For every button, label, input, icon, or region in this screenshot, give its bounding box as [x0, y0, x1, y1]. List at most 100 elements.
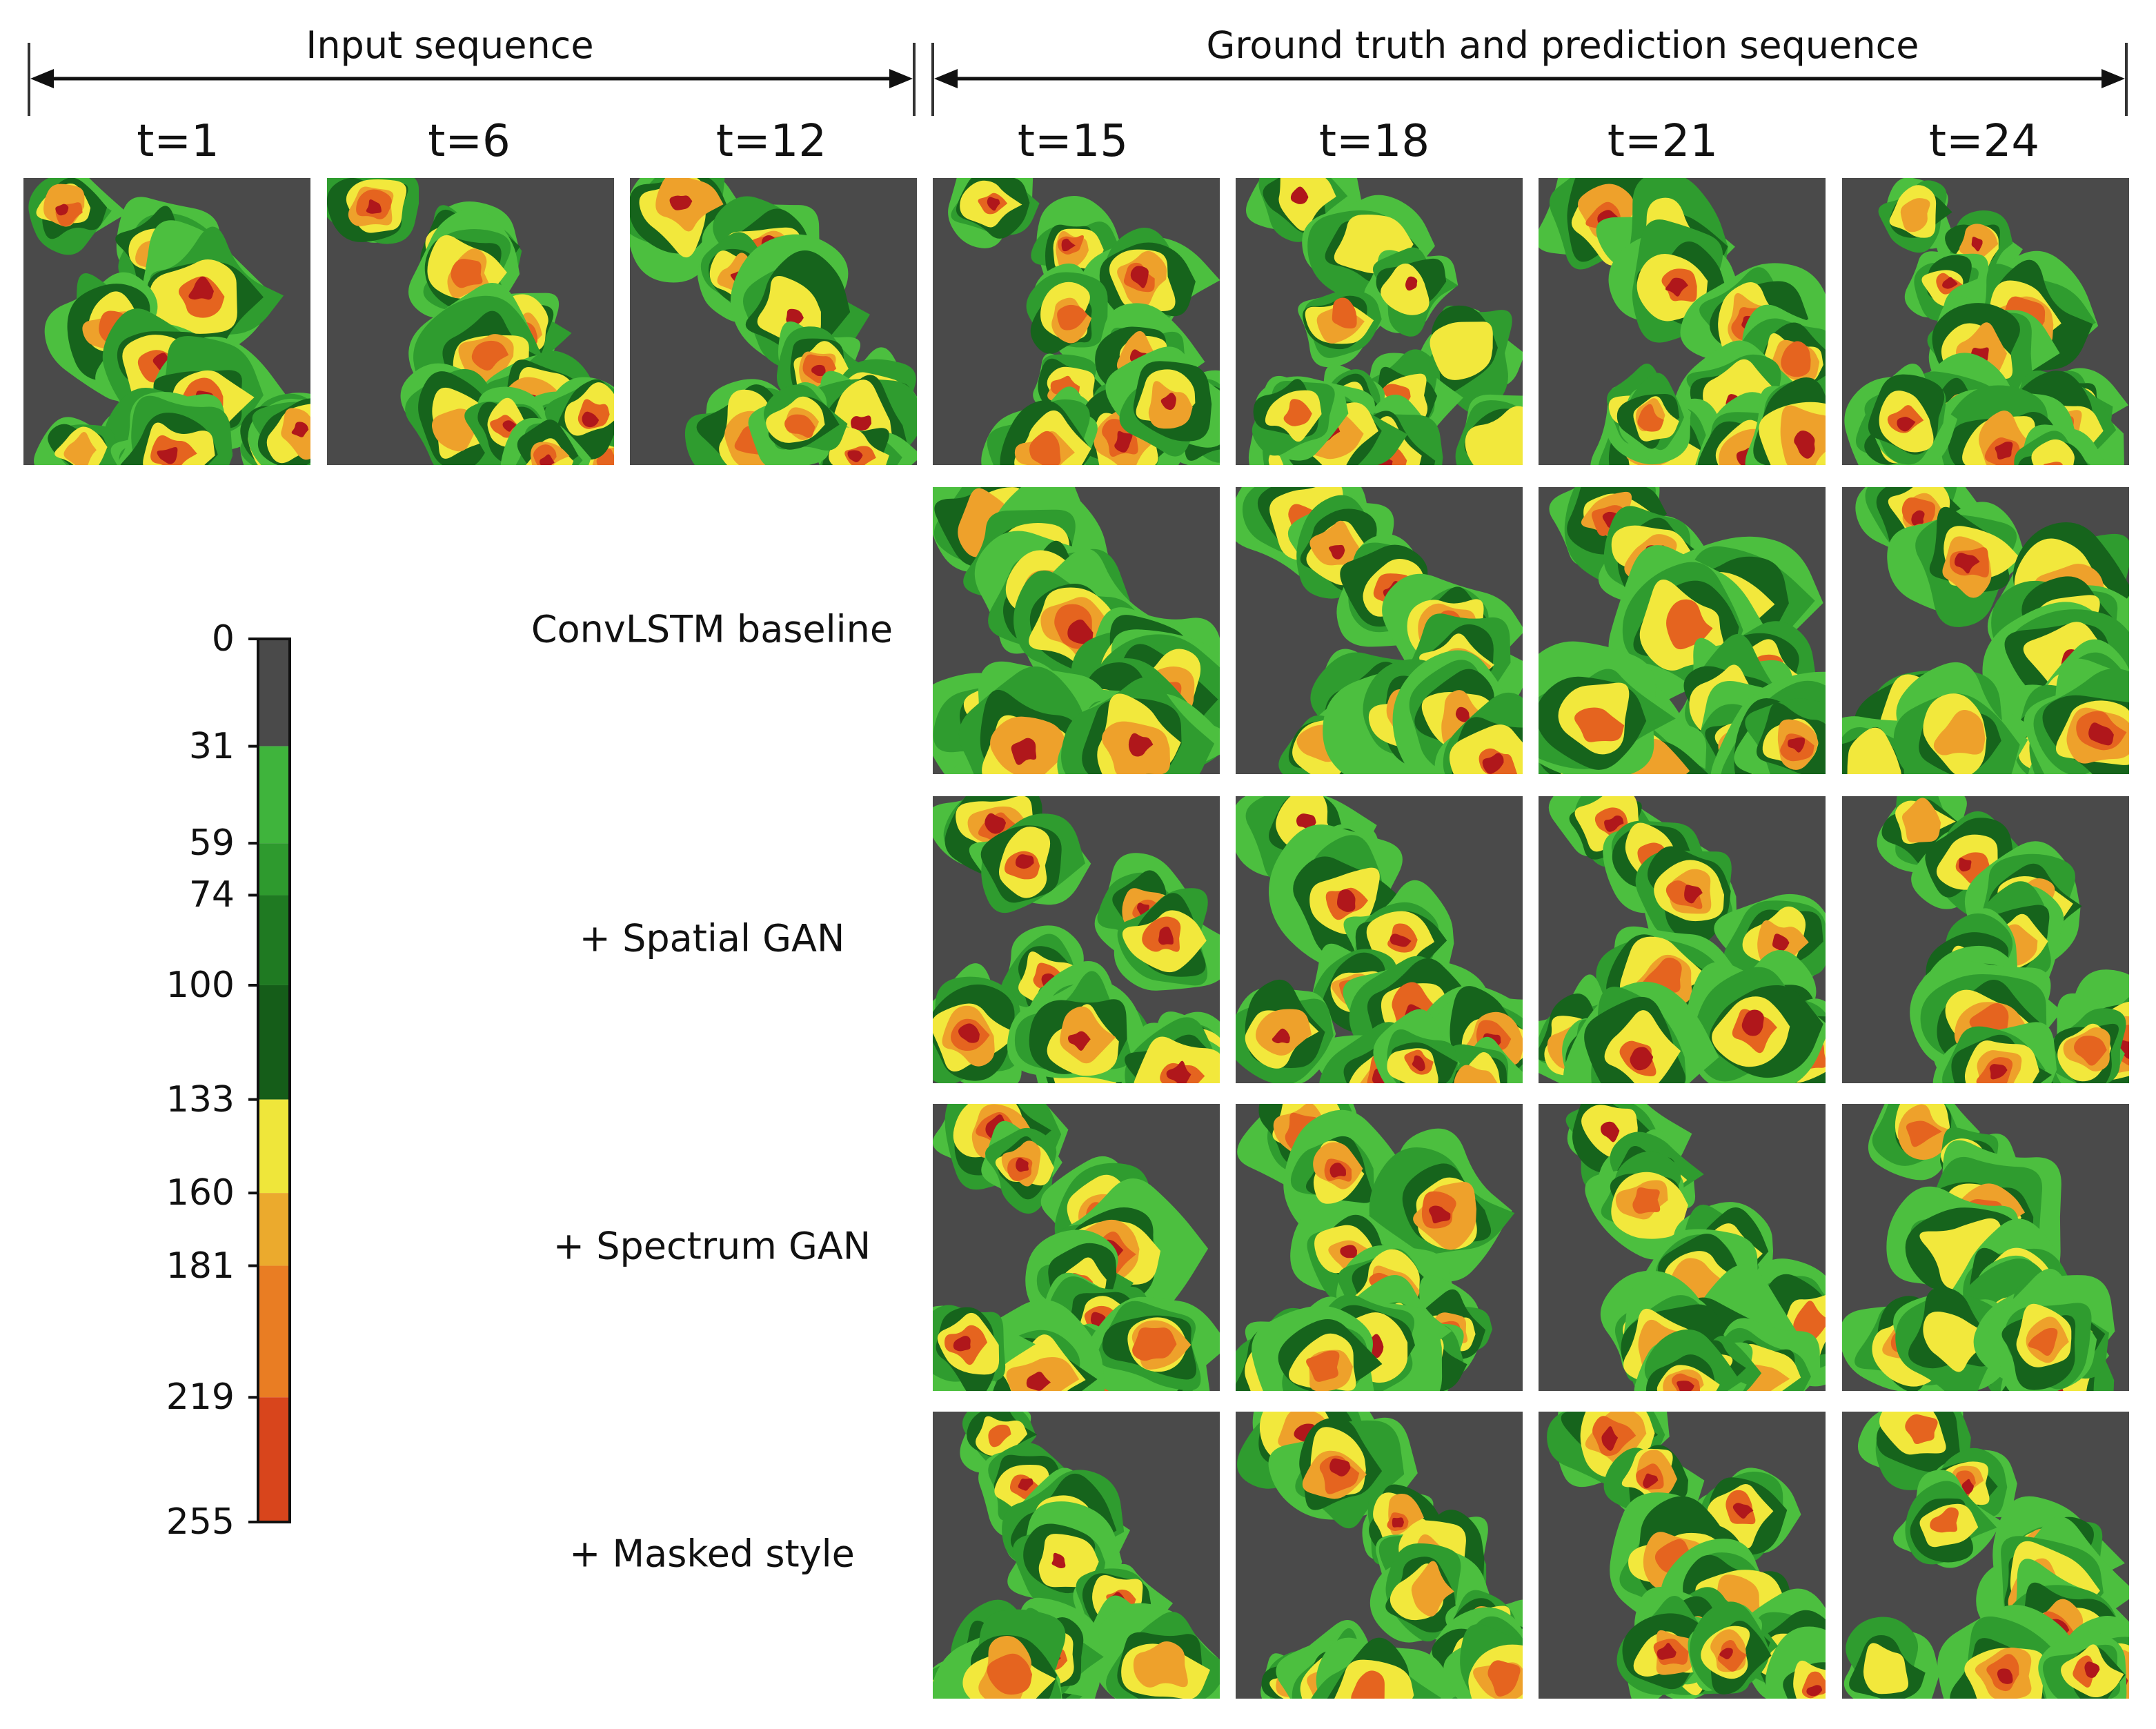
radar-echo: [1666, 599, 1713, 650]
radar-echo: [1128, 733, 1154, 757]
radar-tile: [1539, 1412, 1826, 1699]
colorbar-tick-label: 133: [166, 1078, 235, 1120]
radar-echo: [958, 1023, 980, 1043]
colorbar-tick-label: 100: [166, 964, 235, 1006]
radar-echo: [1340, 1245, 1357, 1258]
radar-echo: [1160, 393, 1176, 411]
radar-tile: [1236, 1412, 1523, 1699]
colorbar: [248, 638, 291, 1523]
radar-echo: [1630, 1047, 1654, 1071]
colorbar-tick-label: 31: [188, 725, 235, 767]
radar-field: [933, 796, 1220, 1083]
radar-field: [1877, 796, 2129, 1083]
radar-echo: [1332, 297, 1357, 329]
radar-echo: [1794, 431, 1815, 459]
radar-echo: [1465, 406, 1523, 465]
radar-echo: [985, 813, 1007, 834]
radar-field: [1842, 487, 2129, 774]
colorbar-segment: [258, 985, 290, 1100]
radar-echo: [1329, 1458, 1351, 1476]
radar-echo: [1643, 1473, 1659, 1489]
radar-echo: [1158, 926, 1174, 945]
radar-echo: [2088, 722, 2114, 746]
col-label-t18: t=18: [1318, 116, 1430, 167]
radar-echo: [953, 1336, 971, 1352]
radar-field: [1547, 1412, 1826, 1699]
radar-echo: [1741, 1009, 1764, 1036]
radar-echo: [2043, 462, 2063, 465]
radar-tile: [933, 1104, 1220, 1391]
radar-echo: [1011, 738, 1037, 765]
radar-echo: [63, 431, 97, 465]
radar-echo: [847, 450, 863, 463]
radar-tile: [630, 178, 917, 465]
radar-echo: [1632, 1187, 1661, 1214]
radar-tile: [1539, 796, 1826, 1083]
radar-tile: [933, 178, 1220, 465]
radar-echo: [1283, 399, 1312, 426]
radar-tile: [1842, 796, 2129, 1083]
radar-echo: [1351, 1670, 1385, 1699]
radar-echo: [1018, 1478, 1034, 1491]
radar-echo: [582, 411, 600, 428]
radar-echo: [1959, 858, 1972, 872]
radar-field: [1236, 796, 1523, 1083]
radar-tile: [1539, 487, 1826, 774]
colorbar-tick-label: 59: [188, 822, 235, 864]
radar-tile: [327, 178, 614, 465]
radar-tile: [1236, 178, 1523, 465]
radar-tile: [933, 1412, 1220, 1699]
radar-echo: [1328, 544, 1345, 560]
radar-field: [28, 178, 310, 465]
radar-tile: [1842, 178, 2129, 465]
radar-tile: [933, 487, 1220, 774]
radar-field: [1843, 1412, 2129, 1699]
radar-echo: [1336, 889, 1356, 912]
radar-field: [1236, 487, 1523, 774]
radar-echo: [1411, 1561, 1454, 1617]
radar-echo: [1296, 813, 1316, 830]
radar-echo: [1051, 1552, 1066, 1568]
input-sequence-label: Input sequence: [306, 23, 594, 67]
radar-echo: [1788, 737, 1806, 753]
radar-echo: [1412, 1055, 1425, 1071]
radar-echo: [1455, 707, 1470, 722]
radar-echo: [811, 364, 826, 377]
radar-field: [1236, 1104, 1515, 1391]
row-label-convlstm: ConvLSTM baseline: [531, 607, 893, 651]
radar-echo: [1732, 1503, 1754, 1519]
colorbar-tick-label: 74: [188, 874, 235, 916]
row-label-masked-style: + Masked style: [569, 1532, 855, 1576]
radar-tile: [1842, 487, 2129, 774]
radar-echo: [988, 1424, 1011, 1448]
radar-tile: [1539, 178, 1826, 465]
col-label-t24: t=24: [1928, 116, 2040, 167]
radar-echo: [1900, 198, 1930, 233]
radar-field: [1539, 178, 1826, 465]
radar-echo: [1665, 277, 1688, 297]
radar-echo: [471, 340, 509, 371]
radar-field: [1237, 1412, 1523, 1699]
radar-echo: [1906, 1120, 1942, 1147]
radar-echo: [1954, 553, 1980, 574]
radar-echo: [55, 204, 69, 216]
radar-field: [933, 1412, 1220, 1699]
radar-echo: [1309, 520, 1361, 566]
radar-tile: [933, 796, 1220, 1083]
radar-tile: [23, 178, 310, 465]
radar-echo: [1911, 510, 1925, 526]
gt-arrowhead-left: [934, 69, 958, 88]
radar-echo: [1684, 885, 1703, 904]
radar-echo: [291, 422, 309, 437]
radar-echo: [2028, 1327, 2058, 1356]
radar-field: [327, 178, 614, 465]
radar-echo: [1995, 442, 2013, 460]
colorbar-segment: [258, 843, 290, 896]
radar-echo: [1933, 709, 1986, 755]
radar-tile: [1842, 1412, 2129, 1699]
radar-echo: [1677, 1381, 1694, 1391]
radar-echo: [1272, 1028, 1290, 1044]
radar-echo: [1863, 1643, 1909, 1695]
colorbar-segment: [258, 639, 290, 747]
radar-echo: [669, 195, 693, 210]
